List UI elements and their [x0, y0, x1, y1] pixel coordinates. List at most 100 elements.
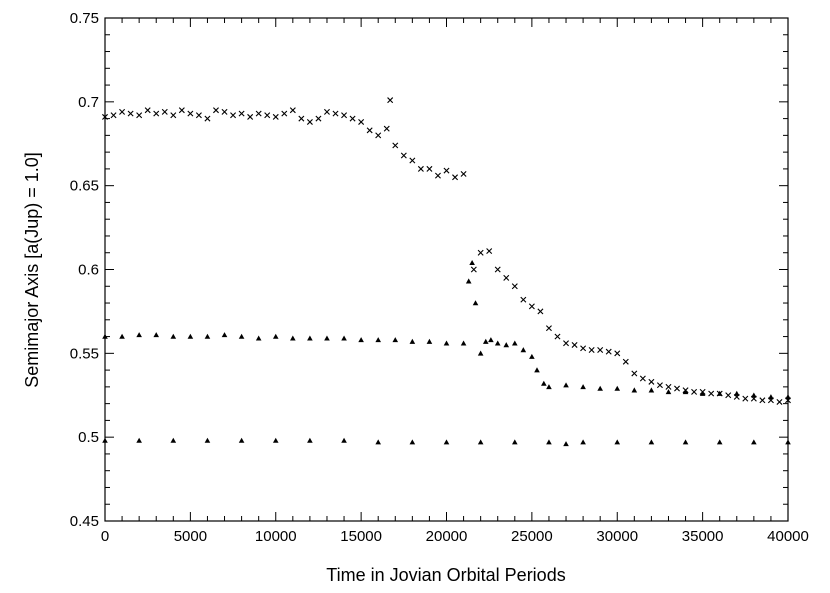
data-point-x	[742, 395, 749, 402]
x-axis-title: Time in Jovian Orbital Periods	[326, 565, 565, 585]
x-tick-label: 10000	[255, 528, 297, 545]
data-point-x	[178, 107, 185, 114]
data-point-x	[665, 383, 672, 390]
data-point-triangle	[482, 338, 489, 344]
data-point-x	[221, 108, 228, 115]
plot-frame	[104, 17, 789, 522]
data-point-x	[323, 108, 330, 115]
data-point-x	[375, 132, 382, 139]
data-point-x	[528, 303, 535, 310]
data-point-triangle	[375, 337, 381, 343]
data-point-triangle	[443, 439, 450, 445]
data-point-triangle	[272, 437, 279, 443]
data-point-triangle	[307, 335, 313, 341]
data-point-x	[639, 375, 646, 382]
x-axis-ticks: 0 5000 10000 15000 20000 25000 30000 35000 40000	[101, 18, 809, 545]
data-point-triangle	[324, 335, 330, 341]
data-point-x	[571, 341, 578, 348]
data-point-triangle	[541, 380, 547, 386]
data-point-x	[470, 266, 477, 273]
data-point-x	[588, 346, 595, 353]
data-point-triangle	[204, 333, 211, 339]
x-tick-label: 0	[101, 528, 109, 545]
x-tick-label: 40000	[767, 528, 809, 545]
data-point-triangle	[733, 390, 740, 396]
data-point-x	[631, 370, 638, 377]
data-point-x	[725, 392, 732, 399]
data-point-x	[144, 107, 151, 114]
data-point-triangle	[503, 342, 510, 348]
data-point-x	[161, 108, 168, 115]
data-point-triangle	[580, 384, 586, 390]
data-point-triangle	[512, 340, 518, 346]
data-point-triangle	[682, 439, 689, 445]
data-point-x	[674, 385, 681, 392]
data-point-x	[289, 107, 296, 114]
data-point-x	[110, 112, 117, 119]
data-point-x	[383, 125, 390, 132]
data-point-x	[238, 110, 245, 117]
x-tick-label: 5000	[174, 528, 207, 545]
data-point-x	[255, 110, 262, 117]
x-tick-label: 35000	[682, 528, 724, 545]
data-point-x	[605, 348, 612, 355]
data-point-triangle	[716, 439, 723, 445]
data-point-triangle	[472, 300, 479, 306]
series-2	[102, 437, 791, 447]
data-point-triangle	[546, 384, 552, 390]
data-point-x	[195, 112, 202, 119]
data-point-x	[503, 274, 510, 281]
data-point-triangle	[597, 385, 603, 391]
data-point-triangle	[187, 333, 194, 339]
data-point-x	[187, 110, 194, 117]
data-point-x	[272, 113, 279, 120]
data-point-triangle	[716, 390, 723, 396]
data-point-x	[759, 397, 766, 404]
data-point-x	[332, 110, 339, 117]
data-point-triangle	[409, 338, 416, 344]
data-point-x	[136, 112, 143, 119]
data-point-x	[230, 112, 237, 119]
data-point-x	[443, 167, 450, 174]
data-point-triangle	[443, 340, 450, 346]
x-tick-label: 30000	[596, 528, 638, 545]
data-point-triangle	[170, 333, 177, 339]
data-point-triangle	[136, 437, 142, 443]
data-point-x	[247, 113, 254, 120]
y-axis-title: Semimajor Axis [a(Jup) = 1.0]	[22, 152, 42, 388]
data-point-x	[212, 107, 219, 114]
data-point-triangle	[469, 259, 475, 266]
data-point-x	[494, 266, 501, 273]
data-point-x	[264, 112, 271, 119]
data-point-triangle	[563, 382, 569, 388]
data-point-x	[656, 382, 663, 389]
data-point-triangle	[272, 333, 279, 339]
data-point-triangle	[341, 335, 347, 341]
x-tick-label: 20000	[426, 528, 468, 545]
y-axis-ticks: 0.45 0.5 0.55 0.6 0.65 0.7 0.75	[70, 10, 788, 530]
data-point-triangle	[153, 332, 160, 338]
data-point-triangle	[477, 439, 484, 445]
data-point-triangle	[494, 340, 501, 346]
data-point-triangle	[119, 333, 125, 339]
data-point-triangle	[409, 439, 416, 445]
data-point-triangle	[751, 392, 757, 398]
data-point-x	[349, 115, 356, 122]
data-point-triangle	[465, 278, 472, 284]
data-point-triangle	[307, 437, 313, 443]
data-point-x	[127, 110, 134, 117]
data-point-triangle	[477, 350, 484, 356]
y-tick-label: 0.7	[78, 94, 99, 111]
data-point-x	[315, 115, 322, 122]
series-1	[102, 259, 791, 400]
data-point-triangle	[375, 439, 381, 445]
data-point-triangle	[751, 439, 757, 445]
data-point-x	[563, 340, 570, 347]
data-point-x	[306, 118, 313, 125]
data-point-x	[511, 283, 518, 290]
data-point-triangle	[290, 335, 296, 341]
series-0	[102, 97, 791, 405]
data-point-triangle	[204, 437, 211, 443]
data-point-triangle	[170, 437, 177, 443]
